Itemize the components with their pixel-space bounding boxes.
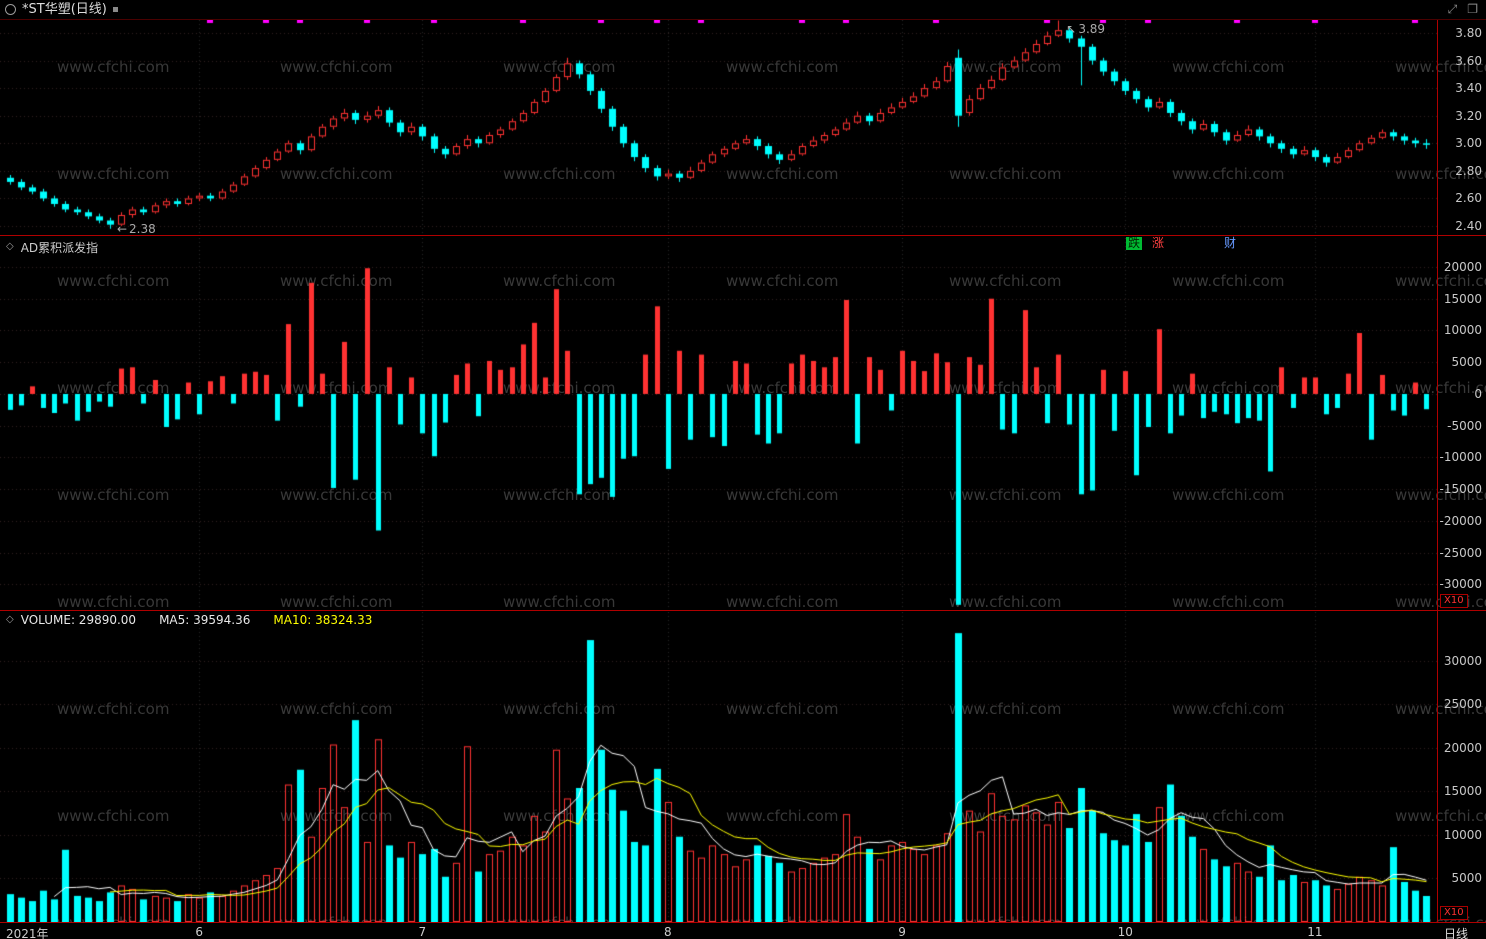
expand-icon[interactable]: ⤢ [1447, 2, 1458, 16]
time-axis-label: 11 [1307, 925, 1323, 939]
axis-label: 0 [1474, 386, 1482, 401]
axis-label: 15000 [1443, 291, 1482, 306]
axis-label: 2.60 [1455, 191, 1482, 206]
axis-label: 2.80 [1455, 163, 1482, 178]
time-axis-label: 8 [663, 925, 672, 939]
period-label[interactable]: 日线 [1444, 927, 1469, 939]
axis-label: 10000 [1443, 323, 1482, 338]
axis-label: 3.40 [1455, 81, 1482, 96]
indicator-diamond-icon: ◇ [6, 241, 14, 252]
axis-label: 10000 [1443, 827, 1482, 842]
title-bar: *ST华塑(日线) ⤢ ❐ [0, 0, 1486, 19]
ad-multiplier-badge: X10 [1440, 594, 1468, 608]
rise-legend-button[interactable]: 涨 [1152, 236, 1165, 250]
ad-indicator-canvas[interactable] [0, 238, 1437, 610]
axis-label: 3.60 [1455, 53, 1482, 68]
title-marker-icon [112, 7, 118, 12]
volume-panel-header: ◇ VOLUME: 29890.00 MA5: 39594.36 MA10: 3… [6, 613, 372, 627]
high-arrow-icon: ↖ [1066, 21, 1077, 36]
axis-label: 25000 [1443, 697, 1482, 712]
low-annotation-text: 2.38 [129, 221, 156, 236]
volume-multiplier-badge: X10 [1440, 906, 1468, 920]
time-axis-label: 6 [195, 925, 204, 939]
axis-divider-line [1437, 20, 1438, 939]
ma5-value-label: MA5: 39594.36 [159, 613, 251, 627]
time-axis-label: 9 [898, 925, 906, 939]
time-axis-bar: 日线 2021年 6 7 8 9 10 11 [0, 922, 1486, 939]
high-price-annotation: ↖ 3.89 [1066, 23, 1105, 35]
panel-separator-1 [0, 235, 1486, 236]
time-axis-label: 10 [1117, 925, 1133, 939]
fall-legend-button[interactable]: 跌 [1126, 236, 1143, 250]
axis-label: 3.00 [1455, 136, 1482, 151]
axis-label: 30000 [1443, 653, 1482, 668]
restore-icon[interactable]: ❐ [1467, 2, 1478, 16]
ma10-value-label: MA10: 38324.33 [273, 613, 373, 627]
indicator-diamond-icon: ◇ [6, 614, 14, 625]
volume-chart-canvas[interactable] [0, 612, 1437, 922]
low-arrow-icon: ← [116, 221, 128, 236]
axis-label: 3.80 [1455, 25, 1482, 40]
axis-label: 3.20 [1455, 108, 1482, 123]
axis-label: -25000 [1439, 545, 1482, 560]
axis-label: -20000 [1439, 513, 1482, 528]
low-price-annotation: ← 2.38 [117, 223, 156, 235]
panel-separator-2 [0, 610, 1486, 611]
ad-panel-header: ◇ AD累积派发指 [6, 240, 99, 255]
axis-label: -5000 [1447, 418, 1482, 433]
titlebar-divider [0, 19, 1486, 20]
finance-legend-button[interactable]: 财 [1224, 236, 1237, 250]
window-title: *ST华塑(日线) [22, 2, 107, 17]
axis-label: 2.40 [1455, 219, 1482, 234]
axis-label: -15000 [1439, 482, 1482, 497]
time-axis-label: 7 [418, 925, 427, 939]
price-chart-canvas[interactable] [0, 20, 1437, 235]
axis-label: -10000 [1439, 450, 1482, 465]
axis-label: -30000 [1439, 577, 1482, 592]
axis-label: 20000 [1443, 740, 1482, 755]
volume-value-label: VOLUME: 29890.00 [20, 613, 137, 627]
axis-label: 15000 [1443, 784, 1482, 799]
high-annotation-text: 3.89 [1078, 21, 1106, 36]
ad-panel-title: AD累积派发指 [20, 240, 99, 255]
axis-label: 20000 [1443, 259, 1482, 274]
app-icon [5, 4, 16, 15]
time-axis-label: 2021年 [6, 927, 49, 939]
right-axis-column: 3.80 3.60 3.40 3.20 3.00 2.80 2.60 2.40 20000 150… [1437, 0, 1486, 939]
axis-label: 5000 [1451, 871, 1482, 886]
axis-label: 5000 [1451, 355, 1482, 370]
